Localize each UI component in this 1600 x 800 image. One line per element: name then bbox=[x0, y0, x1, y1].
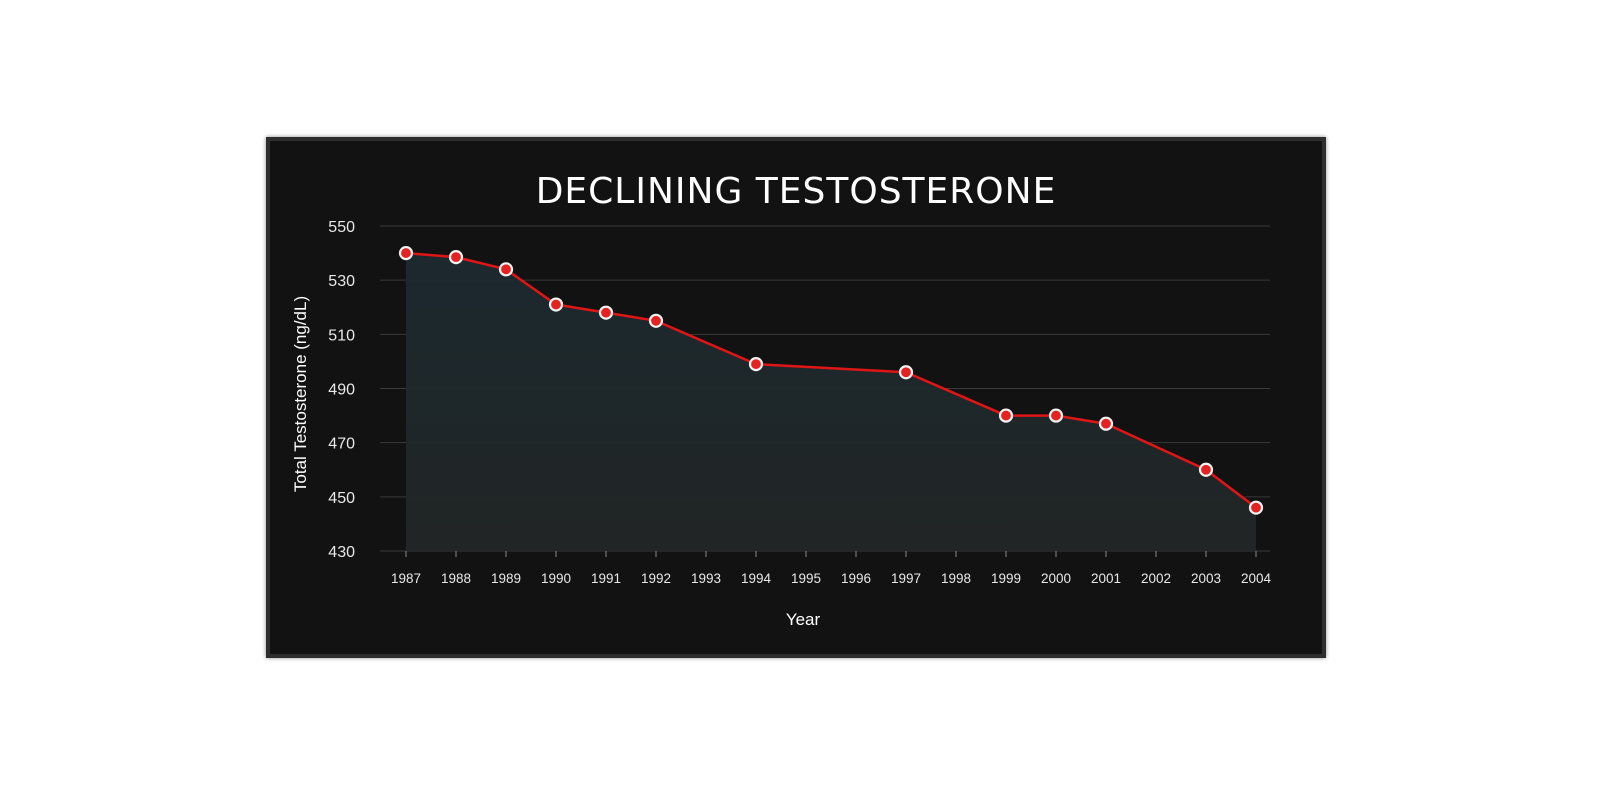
x-tick-label: 1988 bbox=[441, 571, 471, 586]
data-point[interactable] bbox=[748, 357, 764, 372]
x-axis-ticks: 1987 1988 1989 1990 1991 1992 1993 1994 1995 1996… bbox=[391, 551, 1272, 586]
x-tick-label: 1993 bbox=[691, 571, 721, 586]
y-axis-ticks: 430 450 470 490 510 530 550 bbox=[328, 219, 355, 561]
y-tick-label: 470 bbox=[328, 436, 355, 453]
data-point[interactable] bbox=[498, 262, 514, 277]
data-points bbox=[398, 245, 1264, 515]
y-tick-label: 550 bbox=[328, 219, 355, 236]
x-tick-label: 1990 bbox=[541, 571, 571, 586]
data-point[interactable] bbox=[598, 305, 614, 320]
data-point[interactable] bbox=[1248, 500, 1264, 515]
y-tick-label: 490 bbox=[328, 382, 355, 399]
data-point[interactable] bbox=[648, 313, 664, 328]
chart-title: DECLINING TESTOSTERONE bbox=[535, 171, 1057, 212]
y-tick-label: 510 bbox=[328, 327, 355, 344]
x-tick-label: 1991 bbox=[591, 571, 621, 586]
x-tick-label: 2002 bbox=[1141, 571, 1171, 586]
x-tick-label: 1987 bbox=[391, 571, 421, 586]
x-tick-label: 2003 bbox=[1191, 571, 1221, 586]
x-tick-label: 1994 bbox=[741, 571, 772, 586]
data-point[interactable] bbox=[1048, 408, 1064, 423]
data-point[interactable] bbox=[998, 408, 1014, 423]
data-point[interactable] bbox=[548, 297, 564, 312]
x-tick-label: 1992 bbox=[641, 571, 671, 586]
data-point[interactable] bbox=[398, 245, 414, 261]
x-tick-label: 1998 bbox=[941, 571, 971, 586]
x-tick-label: 1989 bbox=[491, 571, 521, 586]
data-point[interactable] bbox=[448, 250, 464, 265]
data-point[interactable] bbox=[898, 365, 914, 380]
area-fill bbox=[406, 253, 1256, 551]
x-tick-label: 2001 bbox=[1091, 571, 1121, 586]
area-series bbox=[406, 253, 1256, 551]
x-tick-label: 1997 bbox=[891, 571, 921, 586]
chart-panel: DECLINING TESTOSTERONE 430 450 470 490 510 53… bbox=[266, 137, 1326, 658]
x-tick-label: 1995 bbox=[791, 571, 821, 586]
x-tick-label: 2004 bbox=[1241, 571, 1272, 586]
x-tick-label: 1996 bbox=[841, 571, 871, 586]
x-axis-label: Year bbox=[786, 610, 821, 629]
y-tick-label: 530 bbox=[328, 273, 355, 290]
data-point[interactable] bbox=[1198, 462, 1214, 477]
data-point[interactable] bbox=[1098, 416, 1114, 431]
y-tick-label: 430 bbox=[328, 544, 355, 561]
x-tick-label: 1999 bbox=[991, 571, 1021, 586]
y-axis-label: Total Testosterone (ng/dL) bbox=[291, 296, 310, 492]
y-tick-label: 450 bbox=[328, 490, 355, 507]
x-tick-label: 2000 bbox=[1041, 571, 1071, 586]
